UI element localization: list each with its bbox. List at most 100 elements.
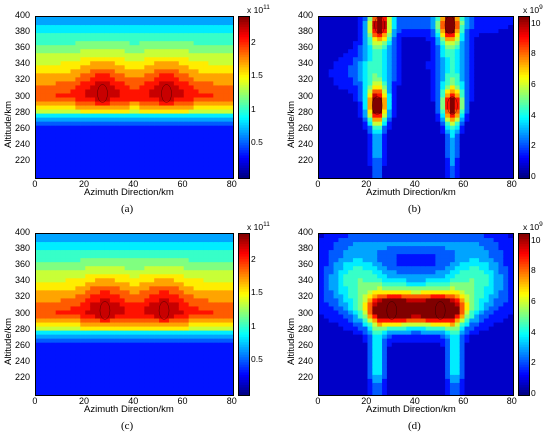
heatmap-cell (348, 141, 354, 147)
heatmap-cell (45, 17, 52, 22)
heatmap-cell (164, 266, 170, 271)
heatmap-cell (104, 294, 111, 300)
heatmap-cell (503, 113, 509, 119)
heatmap-cell (323, 173, 330, 178)
heatmap-cell (36, 33, 42, 38)
heatmap-cell (109, 101, 116, 107)
heatmap-cell (159, 17, 165, 22)
heatmap-cell (119, 382, 126, 388)
heatmap-cell (50, 169, 57, 175)
heatmap-cell (218, 258, 224, 263)
heatmap-cell (40, 45, 47, 50)
heatmap-cell (203, 238, 209, 243)
heatmap-cell (411, 117, 417, 123)
heatmap-cell (203, 17, 209, 22)
heatmap-cell (173, 53, 180, 58)
heatmap-cell (114, 169, 121, 175)
heatmap-cell (60, 93, 67, 99)
heatmap-cell (459, 65, 466, 70)
heatmap-cell (479, 141, 485, 147)
heatmap-cell (386, 97, 393, 103)
heatmap-cell (343, 141, 349, 147)
heatmap-cell (193, 318, 200, 324)
heatmap-cell (188, 370, 195, 376)
heatmap-cell (50, 133, 57, 139)
heatmap-cell (119, 169, 126, 175)
heatmap-cell (367, 149, 373, 155)
colorbar-step (239, 17, 249, 21)
heatmap-cell (386, 169, 393, 175)
heatmap-cell (164, 238, 170, 243)
heatmap-cell (168, 282, 175, 287)
heatmap-cell (45, 310, 52, 316)
heatmap-cell (319, 149, 325, 155)
heatmap-cell (218, 93, 224, 99)
heatmap-cell (168, 141, 175, 147)
heatmap-cell (352, 29, 359, 34)
heatmap-cell (154, 89, 160, 95)
heatmap-cell (173, 346, 180, 352)
heatmap-cell (396, 41, 403, 46)
heatmap-cell (445, 97, 451, 103)
heatmap-cell (348, 29, 354, 34)
heatmap-cell (454, 105, 461, 111)
colorbar-step (519, 175, 529, 179)
heatmap-cell (382, 113, 388, 119)
heatmap-cell (338, 145, 344, 151)
colorbar-step (519, 147, 529, 151)
heatmap-cell (134, 105, 141, 111)
heatmap-cell (109, 262, 116, 267)
heatmap-cell (483, 49, 490, 54)
heatmap-cell (198, 17, 205, 22)
heatmap-cell (119, 61, 126, 66)
heatmap-cell (454, 81, 461, 87)
heatmap-cell (50, 149, 57, 155)
heatmap-cell (425, 121, 432, 127)
heatmap-cell (85, 354, 91, 360)
heatmap-cell (154, 113, 160, 119)
heatmap-cell (498, 77, 504, 83)
heatmap-cell (213, 378, 219, 384)
heatmap-cell (90, 250, 96, 255)
heatmap-cell (218, 362, 224, 368)
colorbar-step (519, 57, 529, 61)
heatmap-cell (129, 242, 136, 247)
heatmap-cell (469, 109, 475, 115)
heatmap-cell (362, 133, 369, 139)
heatmap-cell (218, 254, 224, 259)
heatmap-cell (483, 169, 490, 175)
heatmap-cell (193, 93, 200, 99)
heatmap-cell (173, 374, 180, 380)
heatmap-cell (391, 69, 398, 74)
heatmap-cell (228, 266, 233, 271)
heatmap-cell (70, 17, 76, 22)
colorbar-step (519, 22, 529, 26)
heatmap-cell (104, 286, 111, 291)
heatmap-cell (445, 157, 451, 163)
heatmap-cell (80, 306, 86, 312)
colorbar-step (519, 155, 529, 159)
heatmap-cell (508, 81, 513, 87)
heatmap-cell (173, 129, 180, 135)
heatmap-cell (90, 117, 96, 123)
heatmap-cell (416, 21, 422, 26)
heatmap-cell (114, 350, 121, 356)
heatmap-cell (119, 266, 126, 271)
heatmap-cell (154, 274, 160, 279)
heatmap-cell (328, 101, 335, 107)
heatmap-cell (134, 298, 141, 304)
heatmap-cell (396, 101, 403, 107)
heatmap-cell (168, 370, 175, 376)
heatmap-cell (420, 69, 427, 74)
colorbar-tick-label: 1.5 (251, 70, 263, 81)
heatmap-cell (124, 105, 131, 111)
colorbar-step (239, 64, 249, 68)
heatmap-cell (65, 306, 72, 312)
heatmap-cell (75, 141, 81, 147)
heatmap-cell (119, 326, 126, 332)
heatmap-cell (65, 350, 72, 356)
heatmap-cell (213, 262, 219, 267)
heatmap-cell (55, 69, 62, 74)
heatmap-cell (459, 133, 466, 139)
heatmap-cell (188, 125, 195, 131)
